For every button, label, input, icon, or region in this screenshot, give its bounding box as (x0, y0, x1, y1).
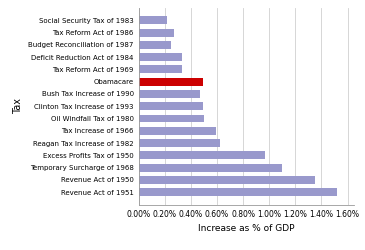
Bar (139, 53, 182, 61)
Bar (139, 114, 204, 122)
Bar (139, 90, 200, 98)
Bar (139, 151, 265, 159)
Bar (139, 16, 168, 24)
Bar (139, 102, 203, 110)
Bar (139, 66, 182, 74)
Bar (139, 41, 171, 49)
Y-axis label: Tax: Tax (13, 98, 23, 114)
Bar (139, 127, 216, 135)
Bar (139, 176, 315, 184)
Bar (139, 164, 282, 172)
Bar (139, 29, 174, 37)
Bar (139, 188, 337, 196)
Bar (139, 78, 203, 86)
Bar (139, 139, 220, 147)
X-axis label: Increase as % of GDP: Increase as % of GDP (198, 224, 295, 234)
